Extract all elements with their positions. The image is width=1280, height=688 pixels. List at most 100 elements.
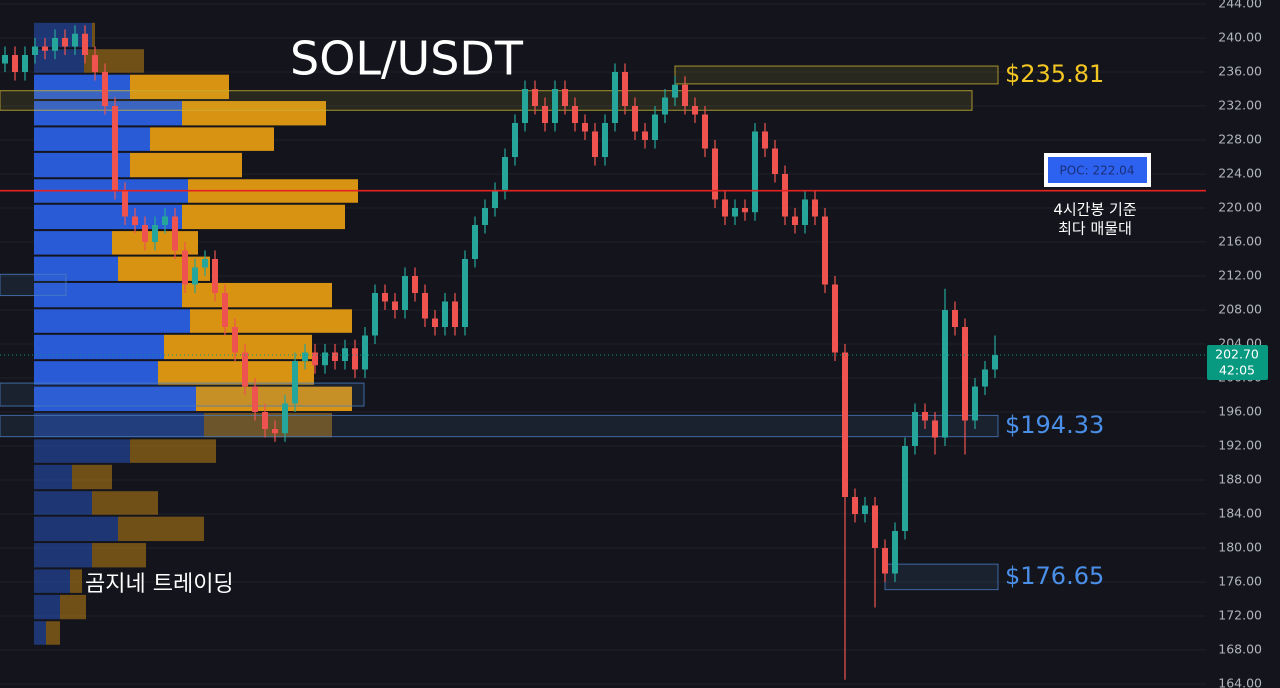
watermark: 곰지네 트레이딩 <box>85 572 234 597</box>
profile-buy <box>34 516 118 542</box>
y-tick-label: 236.00 <box>1218 64 1262 79</box>
candles <box>2 25 998 680</box>
y-tick-label: 164.00 <box>1218 676 1262 688</box>
candle-body <box>902 446 908 531</box>
candle-body <box>212 259 218 293</box>
profile-buy <box>34 204 182 230</box>
candle-body <box>322 352 328 366</box>
candle-body <box>552 89 558 123</box>
profile-sell <box>72 464 112 490</box>
candle-body <box>882 548 888 574</box>
profile-sell <box>46 621 60 645</box>
last-price-label: 202.70 <box>1215 347 1259 362</box>
candle-body <box>442 301 448 327</box>
y-tick-label: 208.00 <box>1218 302 1262 317</box>
candle-body <box>722 199 728 217</box>
candle-body <box>362 335 368 370</box>
profile-sell <box>118 516 204 542</box>
candle-body <box>962 327 968 421</box>
candle-body <box>762 131 768 149</box>
candle-body <box>112 106 118 191</box>
candle-body <box>892 531 898 574</box>
profile-buy <box>34 309 190 333</box>
candle-body <box>162 216 168 225</box>
profile-buy <box>34 334 164 360</box>
candle-body <box>582 123 588 132</box>
candle-body <box>312 352 318 366</box>
zones <box>0 65 999 591</box>
candle-body <box>772 148 778 174</box>
candle-body <box>252 386 258 412</box>
candle-body <box>732 208 738 217</box>
y-tick-label: 168.00 <box>1218 642 1262 657</box>
profile-sell <box>182 282 332 308</box>
candle-body <box>402 276 408 310</box>
profile-buy <box>34 543 92 568</box>
candle-body <box>472 225 478 259</box>
candle-body <box>202 259 208 268</box>
profile-buy <box>34 439 130 463</box>
candle-body <box>852 497 858 514</box>
poc-box <box>1048 157 1147 183</box>
candle-body <box>542 106 548 123</box>
profile-sell <box>130 152 242 178</box>
candle-body <box>532 89 538 106</box>
candle-body <box>42 46 48 51</box>
candle-body <box>192 267 198 285</box>
candle-body <box>262 412 268 429</box>
zone-label: $235.81 <box>1005 60 1104 88</box>
profile-buy <box>34 621 46 645</box>
profile-sell <box>182 101 326 126</box>
profile-buy <box>34 413 204 438</box>
candle-body <box>422 293 428 319</box>
candle-body <box>172 216 178 251</box>
zone-label: $194.33 <box>1005 411 1104 439</box>
countdown-label: 42:05 <box>1219 363 1255 378</box>
volume-profile <box>34 22 358 645</box>
candle-body <box>862 505 868 514</box>
candle-body <box>132 216 138 225</box>
candle-body <box>152 225 158 242</box>
profile-buy <box>34 386 196 411</box>
zone-label: $176.65 <box>1005 562 1104 590</box>
zone <box>0 382 365 407</box>
candle-body <box>2 55 8 64</box>
candle-body <box>32 46 38 55</box>
profile-sell <box>60 594 86 620</box>
candle-body <box>482 208 488 225</box>
candle-body <box>92 55 98 72</box>
candle-body <box>12 55 18 72</box>
candle-body <box>662 97 668 115</box>
candle-body <box>782 174 788 217</box>
candle-body <box>622 72 628 106</box>
annotation: 최다 매물대 <box>1058 220 1132 238</box>
candle-body <box>822 216 828 285</box>
candle-body <box>832 284 838 353</box>
candle-body <box>812 199 818 217</box>
candle-body <box>242 352 248 387</box>
profile-buy <box>34 49 84 73</box>
candle-body <box>652 114 658 140</box>
candle-body <box>272 429 278 434</box>
profile-sell <box>92 491 158 515</box>
candle-body <box>282 403 288 434</box>
candle-body <box>142 225 148 242</box>
profile-buy <box>34 464 72 490</box>
candle-body <box>752 131 758 213</box>
candle-body <box>412 276 418 293</box>
y-tick-label: 212.00 <box>1218 268 1262 283</box>
candle-body <box>222 293 228 327</box>
candle-body <box>522 89 528 123</box>
y-tick-label: 216.00 <box>1218 234 1262 249</box>
candle-body <box>432 318 438 327</box>
profile-buy <box>34 594 60 620</box>
profile-sell <box>70 569 82 593</box>
candle-body <box>492 191 498 208</box>
candle-body <box>792 216 798 225</box>
candle-body <box>82 33 88 55</box>
profile-buy <box>34 74 130 100</box>
profile-sell <box>92 543 146 568</box>
profile-sell <box>182 204 345 230</box>
y-tick-label: 180.00 <box>1218 540 1262 555</box>
